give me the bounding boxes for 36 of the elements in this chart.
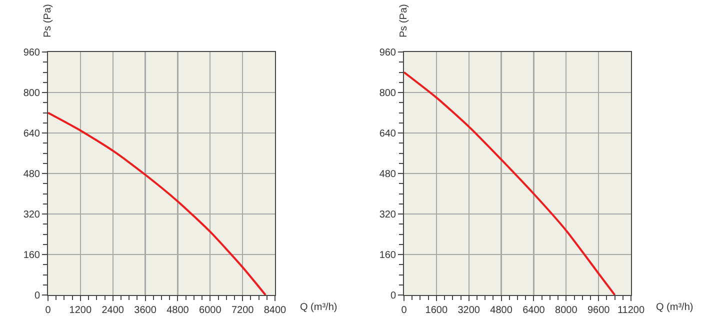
y-tick-label: 640 bbox=[23, 128, 40, 140]
x-tick-label: 0 bbox=[401, 305, 408, 316]
x-tick-label: 4800 bbox=[166, 305, 190, 316]
y-tick-label: 0 bbox=[34, 290, 40, 302]
line-series bbox=[48, 112, 267, 295]
y-tick-label: 960 bbox=[23, 48, 40, 58]
y-tick-label: 800 bbox=[23, 88, 40, 99]
x-tick-label: 1200 bbox=[69, 305, 92, 316]
x-tick-label: 6000 bbox=[199, 305, 222, 316]
x-tick-label: 4800 bbox=[490, 305, 513, 316]
x-tick-label: 2400 bbox=[102, 305, 124, 316]
x-tick-label: 3600 bbox=[134, 305, 157, 316]
y-tick-label: 160 bbox=[379, 250, 396, 261]
x-axis-title: Q (m³/h) bbox=[300, 302, 338, 313]
y-tick-label: 160 bbox=[23, 250, 40, 261]
x-tick-label: 1600 bbox=[425, 305, 448, 316]
y-axis-title: Ps (Pa) bbox=[42, 4, 54, 38]
y-tick-label: 640 bbox=[379, 128, 396, 140]
x-tick-label: 8400 bbox=[264, 305, 287, 316]
y-tick-label: 480 bbox=[23, 169, 40, 180]
y-tick-label: 960 bbox=[379, 48, 396, 58]
line-series bbox=[404, 71, 616, 295]
x-tick-label: 11200 bbox=[617, 305, 645, 316]
x-tick-label: 0 bbox=[45, 305, 52, 316]
y-tick-label: 320 bbox=[23, 210, 40, 220]
x-tick-label: 3200 bbox=[458, 305, 480, 316]
y-tick-label: 480 bbox=[379, 169, 396, 180]
x-tick-label: 7200 bbox=[231, 305, 254, 316]
y-axis-title: Ps (Pa) bbox=[398, 4, 410, 38]
x-tick-label: 9600 bbox=[587, 305, 610, 316]
y-tick-label: 800 bbox=[379, 88, 396, 99]
y-tick-label: 0 bbox=[390, 290, 396, 302]
x-tick-label: 8000 bbox=[555, 305, 578, 316]
x-axis-title: Q (m³/h) bbox=[656, 302, 694, 313]
y-tick-label: 320 bbox=[379, 210, 396, 220]
x-tick-label: 6400 bbox=[522, 305, 546, 316]
